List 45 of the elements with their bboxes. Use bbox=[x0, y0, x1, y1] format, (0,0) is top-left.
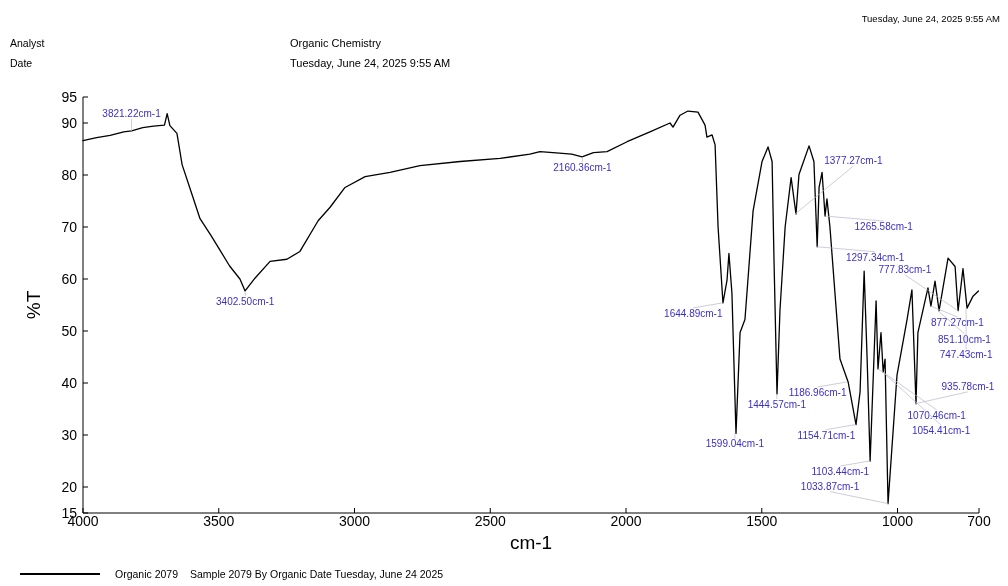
text: Analyst bbox=[10, 37, 45, 49]
x-tick-label: 2000 bbox=[610, 513, 642, 529]
y-tick-label: 40 bbox=[61, 375, 78, 391]
text: Organic 2079 bbox=[115, 568, 179, 580]
y-tick-label: 20 bbox=[61, 479, 78, 495]
y-tick-label: 95 bbox=[61, 89, 78, 105]
annotation: 1644.89cm-1 bbox=[664, 307, 723, 319]
x-tick-label: 2500 bbox=[474, 513, 507, 529]
annotation: 1033.87cm-1 bbox=[800, 480, 860, 492]
chart-title: Organic Chemistry bbox=[290, 37, 382, 49]
annotation: 747.43cm-1 bbox=[939, 349, 993, 361]
annotation: 851.10cm-1 bbox=[938, 333, 992, 345]
annotation: 935.78cm-1 bbox=[941, 380, 995, 392]
y-tick-label: 90 bbox=[61, 115, 78, 131]
x-tick-label: 3000 bbox=[338, 513, 371, 529]
y-tick-label: 80 bbox=[61, 167, 78, 183]
x-tick-label: 1500 bbox=[746, 513, 778, 529]
annotation: 877.27cm-1 bbox=[930, 317, 985, 329]
x-tick-label: 700 bbox=[967, 513, 991, 529]
annotation: 1377.27cm-1 bbox=[824, 155, 884, 166]
annotation: 1186.96cm-1 bbox=[788, 386, 847, 398]
annotation: 1265.58cm-1 bbox=[854, 221, 914, 233]
annotation: 1054.41cm-1 bbox=[911, 425, 971, 437]
x-tick-label: 3500 bbox=[203, 513, 235, 529]
annotation: 3821.22cm-1 bbox=[102, 107, 162, 119]
annotation: 1297.34cm-1 bbox=[845, 251, 905, 263]
annotation: 1070.46cm-1 bbox=[907, 409, 967, 421]
y-axis-title: %T bbox=[23, 290, 44, 320]
annotation: 1444.57cm-1 bbox=[747, 398, 807, 410]
y-tick-label: 70 bbox=[61, 219, 78, 235]
annotation: 2160.36cm-1 bbox=[553, 161, 613, 173]
x-axis-title: cm-1 bbox=[509, 532, 553, 553]
text: Tuesday, June 24, 2025 9:55 AM bbox=[861, 13, 1001, 24]
annotation: 1599.04cm-1 bbox=[705, 438, 765, 450]
y-tick-label: 60 bbox=[61, 271, 78, 287]
x-tick-label: 1000 bbox=[881, 513, 914, 529]
y-tick-label: 30 bbox=[61, 427, 78, 443]
annotation: 1103.44cm-1 bbox=[811, 466, 870, 477]
annotation: 1154.71cm-1 bbox=[797, 429, 856, 441]
y-tick-label: 50 bbox=[61, 323, 78, 339]
annotation: 3402.50cm-1 bbox=[216, 295, 275, 307]
text: Date bbox=[10, 57, 33, 69]
annotation: 777.83cm-1 bbox=[878, 263, 932, 275]
text: Sample 2079 By Organic Date Tuesday, June 24 2025 bbox=[190, 568, 444, 580]
chart-subtitle: Tuesday, June 24, 2025 9:55 AM bbox=[290, 57, 451, 69]
